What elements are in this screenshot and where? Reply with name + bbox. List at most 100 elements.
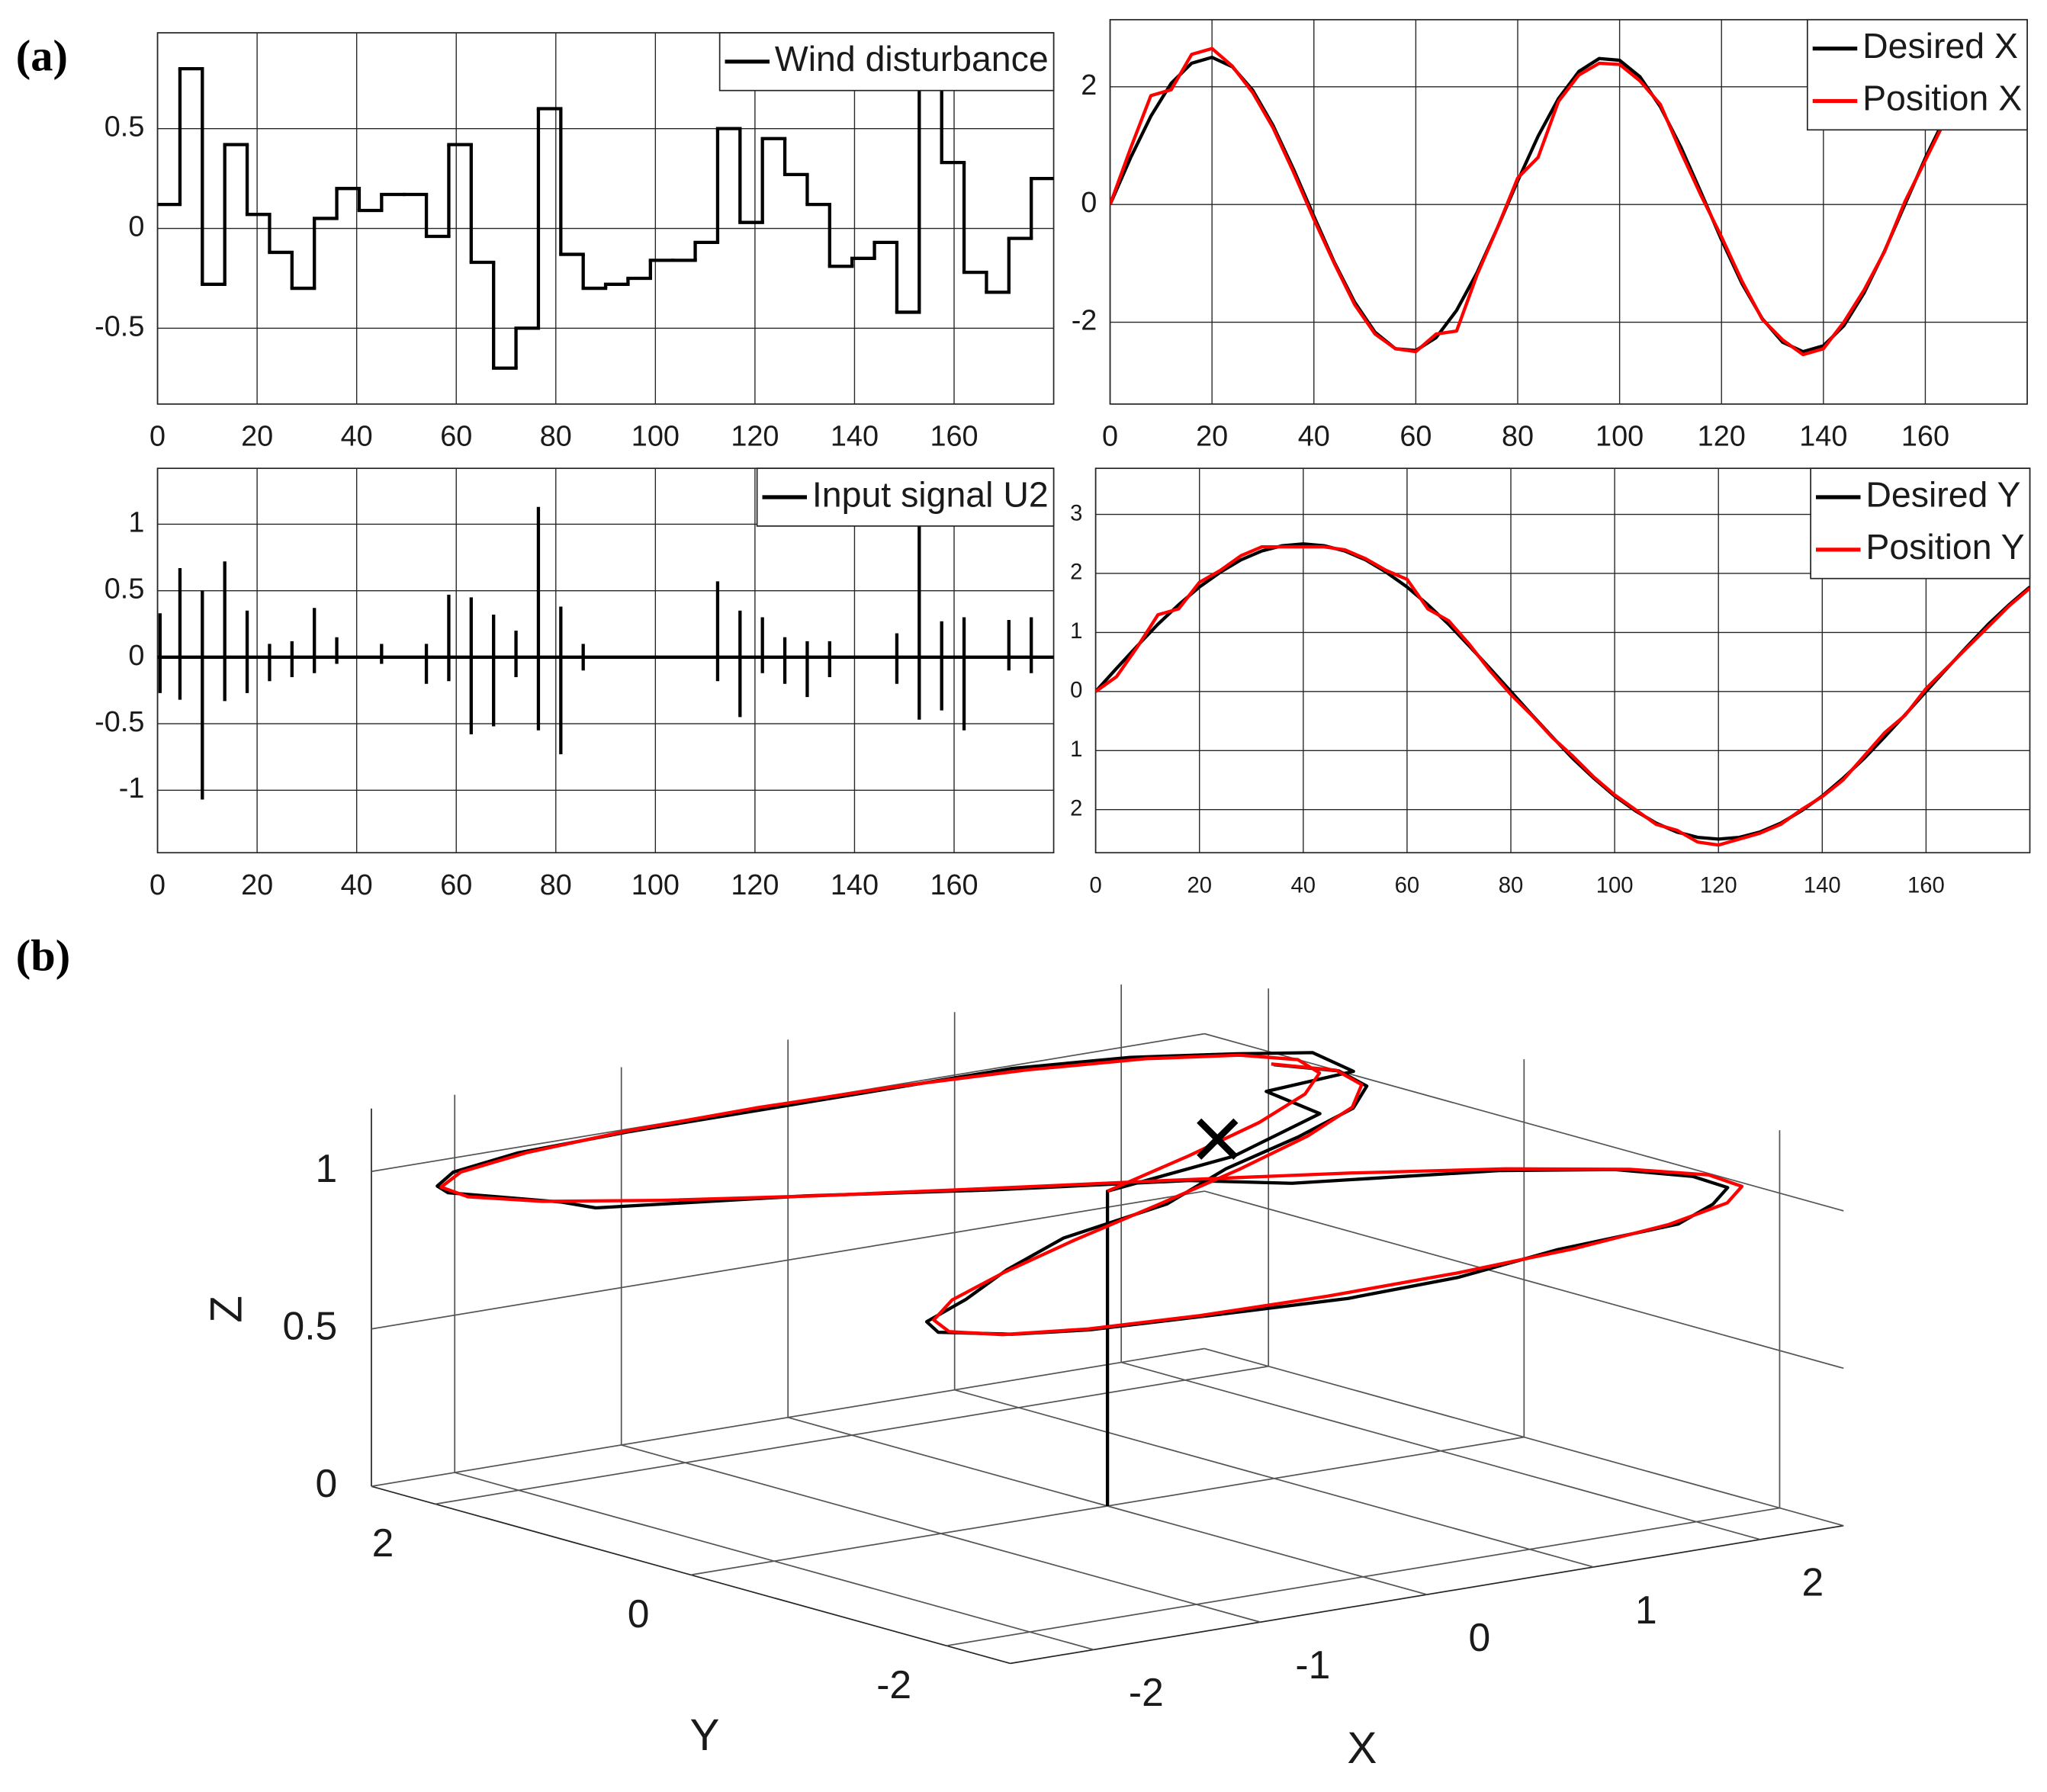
marker xyxy=(1197,1118,1239,1160)
y-tick-label: 0.5 xyxy=(104,111,145,143)
x-tick-label: 80 xyxy=(540,869,572,901)
x-tick-label: 160 xyxy=(1901,421,1949,453)
plot-area xyxy=(156,467,1055,854)
plot-lines xyxy=(1110,47,2028,357)
y-tick-label: 2 xyxy=(372,1521,394,1565)
y-tick-label: 2 xyxy=(1070,560,1082,585)
legend: Input signal U2 xyxy=(756,467,1055,527)
x-tick-label: 0 xyxy=(149,869,165,901)
data-line xyxy=(1110,47,2028,357)
y-tick-label: -0.5 xyxy=(95,706,144,738)
x-tick-label: 0 xyxy=(1102,421,1118,453)
x-tick-label: 120 xyxy=(731,421,779,453)
y-tick-label: 0 xyxy=(628,1591,650,1636)
legend-label: Wind disturbance xyxy=(775,39,1049,79)
y-tick-label: 0 xyxy=(128,211,144,243)
x-tick-label: 80 xyxy=(1499,874,1524,898)
x-tick-label: 100 xyxy=(631,869,680,901)
y-tick-label: -2 xyxy=(876,1662,911,1707)
legend-label: Position Y xyxy=(1865,527,2024,567)
y-tick-label: 1 xyxy=(1070,619,1082,644)
x-tick-label: 160 xyxy=(930,869,978,901)
x-tick-label: 60 xyxy=(1399,421,1432,453)
x-tick-label: 1 xyxy=(1635,1588,1657,1632)
x-tick-label: 40 xyxy=(1291,874,1316,898)
plot-lines xyxy=(1095,542,2030,847)
y-tick-label: 1 xyxy=(1070,737,1082,762)
z-tick-label: 0 xyxy=(316,1461,338,1505)
y-tick-label: 2 xyxy=(1070,796,1082,821)
x-tick-label: 160 xyxy=(1907,874,1945,898)
x-tick-label: 140 xyxy=(831,421,879,453)
x-tick-label: -2 xyxy=(1129,1670,1164,1714)
x-tick-label: -1 xyxy=(1295,1643,1330,1687)
x-tick-label: 60 xyxy=(440,869,472,901)
x-tick-label: 40 xyxy=(341,869,373,901)
legend: Wind disturbance xyxy=(718,32,1055,92)
y-tick-label: 1 xyxy=(128,506,144,538)
grid-line xyxy=(1204,1190,1844,1370)
trajectory xyxy=(439,1053,1744,1337)
x-tick-label: 0 xyxy=(1468,1615,1490,1659)
x-tick-label: 0 xyxy=(1089,874,1101,898)
y-tick-label: -2 xyxy=(1072,305,1097,337)
legend-label: Position X xyxy=(1862,79,2022,118)
x-tick-label: 100 xyxy=(1596,874,1634,898)
x-tick-label: 100 xyxy=(631,421,680,453)
x-tick-label: 2 xyxy=(1801,1560,1824,1604)
x-tick-label: 20 xyxy=(1187,874,1212,898)
z-axis-label: Z xyxy=(202,1296,252,1323)
grid-line xyxy=(371,1190,1205,1330)
x-tick-label: 120 xyxy=(1700,874,1737,898)
y-tick-label: -0.5 xyxy=(95,310,144,342)
x-tick-label: 20 xyxy=(241,869,273,901)
x-tick-label: 160 xyxy=(930,421,978,453)
grid-line xyxy=(435,1365,1269,1505)
plot-area xyxy=(156,32,1055,405)
x-tick-label: 120 xyxy=(1698,421,1746,453)
z-tick-label: 1 xyxy=(316,1146,338,1190)
x-tick-label: 80 xyxy=(1502,421,1534,453)
x-tick-label: 60 xyxy=(440,421,472,453)
y-tick-label: 0.5 xyxy=(104,573,145,605)
legend-box xyxy=(718,32,1055,92)
panel-label: (b) xyxy=(16,931,70,981)
x-tick-label: 140 xyxy=(1799,421,1847,453)
x-tick-label: 20 xyxy=(1196,421,1228,453)
x-tick-label: 120 xyxy=(731,869,779,901)
grid-line xyxy=(946,1507,1780,1647)
x-tick-label: 100 xyxy=(1596,421,1644,453)
x-tick-label: 40 xyxy=(341,421,373,453)
x-axis-label: X xyxy=(1347,1723,1377,1773)
x-tick-label: 20 xyxy=(241,421,273,453)
panel-label: (a) xyxy=(16,31,68,81)
legend-label: Input signal U2 xyxy=(812,474,1049,514)
y-tick-label: 3 xyxy=(1070,501,1082,525)
x-tick-label: 80 xyxy=(540,421,572,453)
z-tick-label: 0.5 xyxy=(283,1303,338,1347)
grid-line xyxy=(371,1347,1205,1488)
legend-label: Desired X xyxy=(1862,26,2018,66)
grid-line xyxy=(1204,1032,1844,1212)
legend: Desired Y Position Y xyxy=(1810,467,2031,580)
y-tick-label: 0 xyxy=(1081,187,1097,219)
y-tick-label: -1 xyxy=(119,772,145,804)
plot-lines xyxy=(157,506,1054,800)
x-tick-label: 140 xyxy=(1804,874,1841,898)
legend-box xyxy=(1806,18,2028,131)
x-tick-label: 0 xyxy=(149,421,165,453)
x-tick-label: 60 xyxy=(1395,874,1420,898)
legend: Desired X Position X xyxy=(1806,18,2028,131)
x-tick-label: 40 xyxy=(1298,421,1330,453)
y-tick-label: 0 xyxy=(1070,679,1082,703)
x-tick-label: 140 xyxy=(831,869,879,901)
y-tick-label: 2 xyxy=(1081,69,1097,101)
legend-label: Desired Y xyxy=(1865,474,2020,514)
data-line xyxy=(1095,544,2030,847)
legend-box xyxy=(1810,467,2031,580)
y-tick-label: 0 xyxy=(128,640,144,672)
y-axis-label: Y xyxy=(689,1710,719,1760)
grid-line xyxy=(1204,1347,1844,1527)
